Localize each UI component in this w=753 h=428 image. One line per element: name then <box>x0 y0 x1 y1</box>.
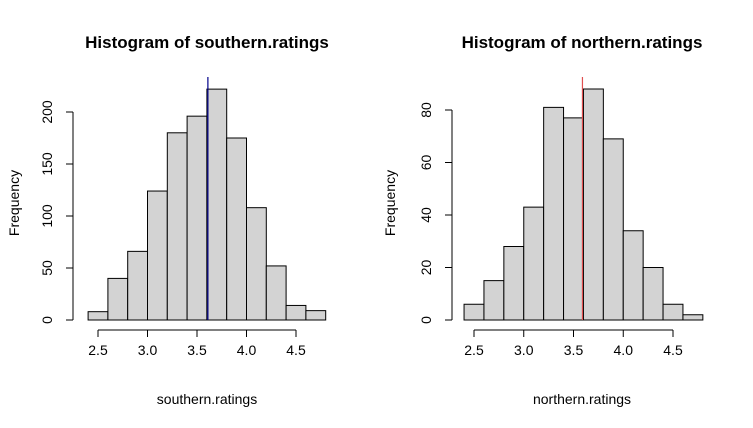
southern-bar <box>186 115 208 321</box>
southern-bar <box>305 310 327 321</box>
northern-bar <box>503 246 525 321</box>
southern-histogram-panel: Histogram of southern.ratings southern.r… <box>6 33 329 407</box>
northern-x-tick-label: 4.0 <box>614 342 634 358</box>
southern-y-tick-label: 50 <box>39 260 55 276</box>
northern-bar <box>483 280 505 321</box>
southern-y-axis-label: Frequency <box>6 170 22 236</box>
northern-bar <box>563 117 584 321</box>
southern-x-axis-label: southern.ratings <box>157 391 257 407</box>
northern-y-axis-label: Frequency <box>382 170 398 236</box>
southern-bar <box>226 137 247 321</box>
southern-bar <box>246 207 267 321</box>
northern-y-axis: 0 20 40 60 80 <box>418 102 453 324</box>
northern-x-axis-label: northern.ratings <box>533 391 631 407</box>
northern-x-tick-label: 3.0 <box>514 342 534 358</box>
northern-bar <box>523 206 545 321</box>
northern-bar <box>642 267 664 321</box>
northern-bar <box>582 88 604 321</box>
southern-x-tick-label: 3.0 <box>138 342 158 358</box>
northern-y-tick-label: 20 <box>418 260 434 276</box>
northern-bar <box>463 303 485 321</box>
northern-y-tick-label: 80 <box>418 102 434 118</box>
northern-x-tick-label: 3.5 <box>564 342 584 358</box>
northern-y-tick-label: 40 <box>418 207 434 223</box>
southern-x-tick-label: 2.5 <box>88 342 108 358</box>
southern-x-tick-label: 4.0 <box>237 342 257 358</box>
southern-bar <box>285 304 307 321</box>
southern-y-axis: 0 50 100 150 200 <box>39 100 74 324</box>
southern-x-tick-label: 3.5 <box>187 342 207 358</box>
southern-bars <box>87 88 327 321</box>
northern-chart-title: Histogram of northern.ratings <box>462 33 703 52</box>
northern-bars <box>463 88 704 321</box>
southern-bar <box>127 250 148 321</box>
southern-bar <box>147 190 168 321</box>
southern-y-tick-label: 150 <box>39 152 55 176</box>
southern-bar <box>107 277 129 321</box>
northern-x-tick-label: 2.5 <box>464 342 484 358</box>
northern-bar <box>622 230 644 321</box>
southern-bar <box>265 265 287 321</box>
northern-bar <box>543 106 565 321</box>
southern-y-tick-label: 200 <box>39 100 55 124</box>
southern-chart-title: Histogram of southern.ratings <box>85 33 329 52</box>
southern-x-tick-label: 4.5 <box>286 342 306 358</box>
northern-bar <box>602 138 624 321</box>
southern-bar <box>166 132 188 321</box>
northern-histogram-panel: Histogram of northern.ratings northern.r… <box>382 33 704 407</box>
northern-y-tick-label: 0 <box>418 316 434 324</box>
southern-y-tick-label: 100 <box>39 204 55 228</box>
southern-bar <box>87 311 109 321</box>
southern-x-axis: 2.5 3.0 3.5 4.0 4.5 <box>88 329 306 358</box>
southern-bar <box>206 88 228 321</box>
northern-bar <box>662 303 684 321</box>
northern-bar <box>682 314 704 321</box>
northern-y-tick-label: 60 <box>418 155 434 171</box>
northern-x-axis: 2.5 3.0 3.5 4.0 4.5 <box>464 329 683 358</box>
southern-y-tick-label: 0 <box>39 316 55 324</box>
northern-x-tick-label: 4.5 <box>663 342 683 358</box>
